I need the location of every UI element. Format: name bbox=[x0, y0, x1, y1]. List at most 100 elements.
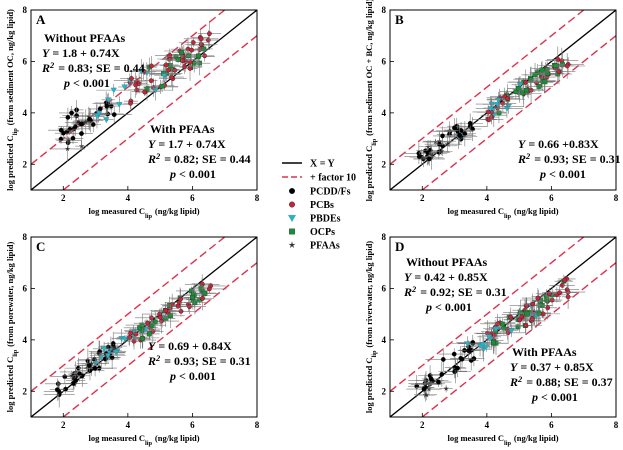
marker bbox=[508, 314, 514, 320]
marker bbox=[486, 334, 493, 340]
annotation-line: p < 0.001 bbox=[63, 76, 110, 90]
factor10-upper-line bbox=[390, 10, 585, 165]
data-point-pcbs bbox=[133, 319, 162, 327]
marker bbox=[562, 277, 567, 283]
data-point-pcbs bbox=[561, 284, 575, 309]
data-point-pfaas bbox=[56, 136, 82, 145]
annotation-line: R2 = 0.93; SE = 0.31 bbox=[147, 354, 251, 369]
marker bbox=[104, 353, 112, 359]
data-point-pbdes bbox=[477, 324, 501, 350]
marker bbox=[134, 87, 140, 93]
data-point-pcbs bbox=[503, 307, 536, 333]
data-point-ocps bbox=[195, 42, 213, 55]
data-points bbox=[402, 46, 586, 170]
marker bbox=[524, 311, 530, 317]
data-point-pcbs bbox=[542, 61, 576, 82]
marker bbox=[86, 363, 92, 368]
marker bbox=[175, 303, 181, 309]
annotation-line: Without PFAAs bbox=[406, 255, 488, 269]
marker bbox=[148, 78, 154, 84]
annotation-line: p < 0.001 bbox=[169, 369, 216, 383]
data-point-pcbs bbox=[197, 20, 221, 47]
annotation-line: p < 0.001 bbox=[169, 167, 216, 181]
marker bbox=[87, 116, 93, 122]
marker bbox=[188, 59, 193, 65]
marker bbox=[428, 154, 435, 160]
data-point-ocps bbox=[134, 328, 151, 350]
data-point-pcbs bbox=[173, 299, 206, 315]
data-point-ocps bbox=[534, 71, 555, 93]
x-axis-label: log measured Clip (ng/kg lipid) bbox=[447, 206, 558, 220]
data-point-pcddfs bbox=[422, 372, 441, 386]
panel-label: C bbox=[36, 239, 45, 254]
data-point-pcbs bbox=[481, 116, 497, 123]
marker bbox=[515, 324, 521, 330]
x-equals-y-line bbox=[31, 10, 257, 190]
x-axis-label: log measured Clip (ng/kg lipid) bbox=[88, 206, 199, 220]
marker bbox=[73, 378, 79, 383]
marker bbox=[289, 228, 295, 235]
marker bbox=[452, 369, 458, 375]
data-point-pcddfs bbox=[62, 132, 84, 144]
factor10-lower-line bbox=[421, 262, 616, 417]
data-point-pcddfs bbox=[439, 348, 470, 360]
data-point-pbdes bbox=[504, 324, 518, 337]
marker bbox=[440, 133, 445, 139]
legend: X = Y + factor 10 PCDD/Fs PCBs PBDEs OCPs PFAA… bbox=[282, 159, 356, 252]
marker bbox=[121, 336, 128, 343]
marker bbox=[167, 53, 173, 58]
data-point-pfaas bbox=[439, 384, 453, 393]
data-point-pfaas bbox=[61, 370, 82, 381]
marker bbox=[145, 320, 150, 326]
marker bbox=[452, 125, 457, 131]
data-point-ocps bbox=[138, 318, 167, 332]
marker bbox=[443, 385, 449, 391]
marker bbox=[207, 31, 212, 37]
marker bbox=[523, 322, 529, 328]
data-point-pbdes bbox=[89, 109, 110, 117]
marker bbox=[189, 47, 195, 53]
marker bbox=[459, 356, 465, 362]
data-point-pbdes bbox=[485, 326, 507, 333]
panel-A: 2 4 6 8 2 4 6 8 log measured Clip (ng/kg lipid) l… bbox=[5, 5, 260, 220]
annotation-line: Y = 0.66 +0.83X bbox=[518, 137, 599, 151]
marker bbox=[516, 85, 522, 91]
marker bbox=[100, 346, 108, 352]
marker bbox=[190, 40, 196, 45]
factor10-lower-line bbox=[62, 262, 257, 417]
annotation-line: R2 = 0.93; SE = 0.31 bbox=[517, 152, 621, 167]
marker bbox=[532, 72, 538, 78]
data-point-ocps bbox=[534, 60, 550, 79]
data-point-pcbs bbox=[113, 328, 148, 338]
data-point-pcddfs bbox=[457, 340, 480, 361]
marker bbox=[168, 313, 173, 319]
marker bbox=[66, 137, 72, 143]
marker bbox=[288, 215, 296, 222]
marker bbox=[545, 305, 551, 311]
data-point-pcbs bbox=[120, 71, 143, 86]
marker bbox=[556, 69, 562, 74]
marker bbox=[485, 109, 491, 115]
marker bbox=[116, 102, 123, 108]
marker bbox=[517, 317, 522, 323]
marker bbox=[95, 110, 103, 117]
marker bbox=[439, 371, 445, 377]
marker bbox=[199, 281, 205, 287]
marker bbox=[524, 303, 530, 309]
marker bbox=[187, 66, 193, 71]
data-point-pcbs bbox=[549, 281, 575, 289]
marker bbox=[110, 87, 117, 94]
marker bbox=[110, 341, 116, 346]
annotation-line: Y = 0.69 + 0.84X bbox=[148, 339, 232, 353]
factor10-lower-line bbox=[62, 35, 257, 190]
data-point-pcddfs bbox=[453, 121, 477, 147]
data-point-pbdes bbox=[154, 65, 175, 87]
data-point-ocps bbox=[187, 46, 210, 65]
factor10-upper-line bbox=[390, 237, 585, 392]
marker bbox=[142, 326, 150, 333]
marker bbox=[111, 112, 117, 117]
marker bbox=[539, 67, 545, 73]
marker bbox=[190, 294, 195, 300]
